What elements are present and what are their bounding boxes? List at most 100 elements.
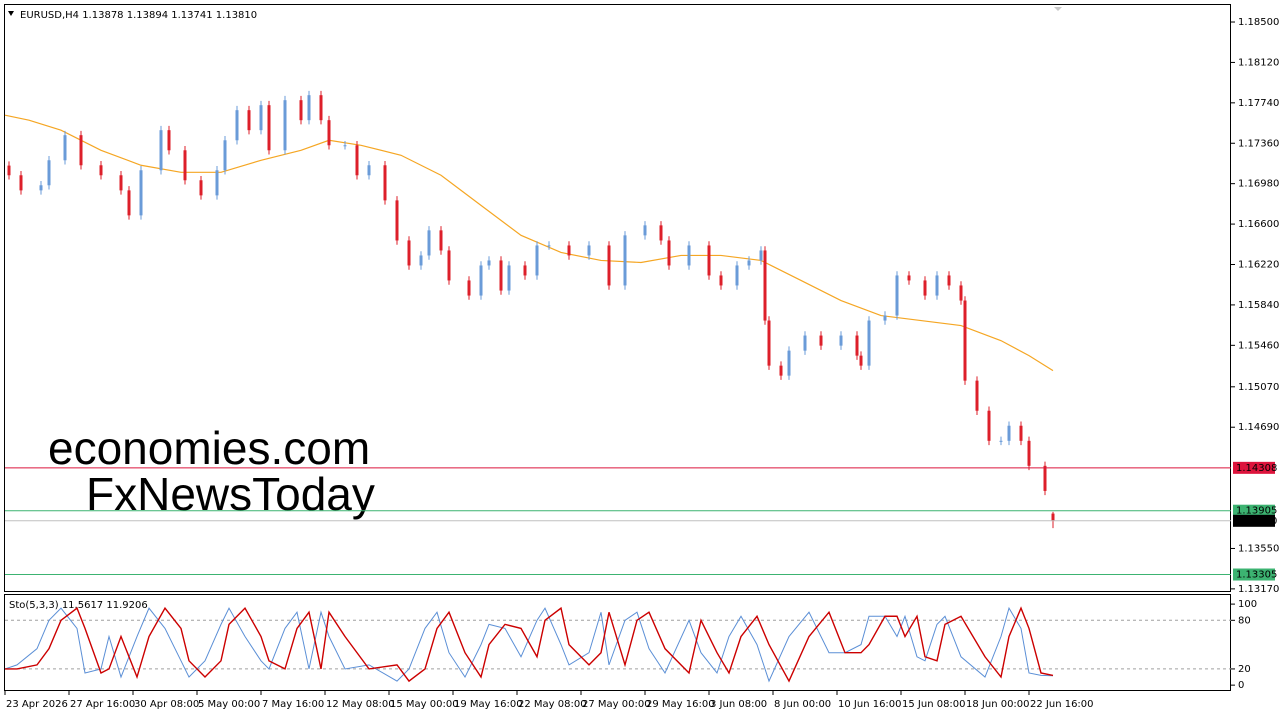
price-label: 1.13905 — [1236, 506, 1277, 517]
candle-body — [567, 245, 571, 256]
x-tick-label: 5 May 00:00 — [198, 699, 260, 710]
candle-body — [747, 260, 751, 266]
price-label: 1.14308 — [1236, 463, 1277, 474]
y-tick-label: 0 — [1238, 680, 1244, 691]
candle-body — [343, 145, 347, 147]
x-tick-label: 29 May 16:00 — [646, 699, 715, 710]
candle-body — [959, 285, 963, 301]
watermark: economies.com — [48, 422, 370, 474]
candle-body — [499, 260, 503, 291]
x-tick-label: 7 May 16:00 — [262, 699, 324, 710]
y-tick-label: 1.17740 — [1238, 98, 1279, 109]
candle-body — [819, 335, 823, 346]
candle-body — [767, 320, 771, 366]
candle-body — [183, 150, 187, 181]
candle-body — [199, 180, 203, 196]
candle-body — [1027, 440, 1031, 466]
candle-body — [859, 355, 863, 366]
candle-body — [127, 190, 131, 216]
candle-body — [427, 230, 431, 256]
y-tick-label: 1.15840 — [1238, 300, 1279, 311]
candle-body — [7, 165, 11, 176]
candle-body — [687, 245, 691, 266]
candle-body — [975, 380, 979, 411]
candle-body — [1043, 465, 1047, 491]
shift-marker — [1054, 7, 1062, 11]
candle-body — [247, 110, 251, 131]
candle-body — [139, 170, 143, 216]
y-tick-label: 100 — [1238, 599, 1257, 610]
oscillator-line — [5, 606, 1054, 683]
candle-body — [779, 365, 783, 376]
candle-body — [63, 135, 67, 161]
candle-body — [907, 275, 911, 281]
x-tick-label: 18 Jun 00:00 — [966, 699, 1030, 710]
candle-body — [487, 260, 491, 266]
candle-body — [1051, 513, 1055, 521]
candle-body — [215, 170, 219, 196]
candle-body — [867, 320, 871, 366]
candle-body — [735, 265, 739, 286]
candle-body — [383, 165, 387, 201]
oscillator-pane — [4, 594, 1231, 691]
menu-arrow — [8, 11, 14, 16]
candle-body — [167, 130, 171, 151]
candle-body — [319, 95, 323, 121]
y-tick-label: 1.14690 — [1238, 422, 1279, 433]
candle-body — [855, 335, 859, 356]
candle-body — [307, 95, 311, 121]
candle-body — [763, 250, 767, 321]
candle-body — [987, 410, 991, 441]
moving-average — [4, 114, 1054, 372]
candle-body — [235, 110, 239, 141]
candle-body — [667, 240, 671, 266]
candle-body — [223, 140, 227, 171]
price-label-box — [1233, 514, 1275, 527]
candle-body — [659, 225, 663, 241]
candle-body — [159, 130, 163, 171]
y-tick-label: 80 — [1238, 615, 1251, 626]
x-tick-label: 15 May 00:00 — [390, 699, 459, 710]
price-label-box — [1233, 568, 1275, 581]
candle-body — [79, 135, 83, 166]
watermark: FxNewsToday — [86, 468, 375, 520]
candle-body — [439, 230, 443, 251]
x-tick-label: 22 Jun 16:00 — [1030, 699, 1094, 710]
candle-body — [547, 245, 551, 247]
candle-body — [299, 100, 303, 121]
candle-body — [1007, 425, 1011, 441]
x-tick-label: 3 Jun 08:00 — [710, 699, 767, 710]
candle-body — [259, 105, 263, 131]
candle-body — [39, 185, 43, 191]
candle-body — [535, 245, 539, 276]
candle-body — [895, 275, 899, 316]
candle-body — [883, 315, 887, 321]
candle-body — [407, 240, 411, 266]
candle-body — [963, 300, 967, 381]
main-pane — [4, 4, 1231, 592]
x-tick-label: 15 Jun 08:00 — [902, 699, 966, 710]
candle-body — [923, 280, 927, 296]
x-tick-label: 8 Jun 00:00 — [774, 699, 831, 710]
candle-body — [787, 350, 791, 376]
x-tick-label: 19 May 16:00 — [454, 699, 523, 710]
candle-body — [99, 165, 103, 176]
candle-body — [19, 175, 23, 191]
y-tick-label: 1.18500 — [1238, 17, 1279, 28]
y-tick-label: 1.13550 — [1238, 543, 1279, 554]
candle-body — [267, 105, 271, 151]
y-tick-label: 1.15070 — [1238, 382, 1279, 393]
candle-body — [623, 235, 627, 286]
y-tick-label: 1.18120 — [1238, 57, 1279, 68]
x-tick-label: 10 Jun 16:00 — [838, 699, 902, 710]
candle-body — [935, 275, 939, 296]
price-label: 1.13810 — [1236, 516, 1277, 527]
x-tick-label: 30 Apr 08:00 — [134, 699, 199, 710]
candle-body — [999, 440, 1003, 442]
candle-body — [759, 250, 763, 261]
candle-body — [283, 100, 287, 151]
x-tick-label: 12 May 08:00 — [326, 699, 395, 710]
candle-body — [1019, 425, 1023, 441]
candle-body — [507, 265, 511, 291]
